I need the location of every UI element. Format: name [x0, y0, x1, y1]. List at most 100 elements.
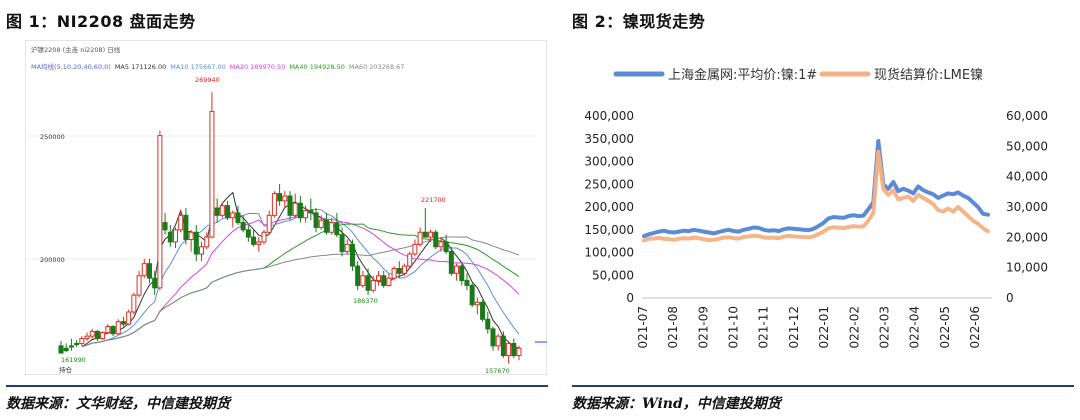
candle-body: [495, 335, 501, 347]
fig1-title: 图 1：NI2208 盘面走势: [6, 12, 196, 31]
annotation-low1: 161990: [61, 356, 86, 364]
y-right-tick: 10,000: [1006, 261, 1048, 275]
y-right-tick: 60,000: [1006, 109, 1048, 123]
legend-label-0: 上海金属网:平均价:镍:1#: [668, 67, 817, 83]
candle-body: [256, 241, 262, 245]
candle-body: [136, 275, 142, 296]
candle-body: [74, 342, 80, 346]
ma-label-3: MA20 189970.50: [230, 63, 286, 71]
chart-series: [642, 139, 990, 243]
y-right-tick: 50,000: [1006, 139, 1048, 153]
fig1-source: 数据来源：文华财经，中信建投期货: [6, 396, 230, 412]
candle-body: [433, 231, 439, 248]
candle-body: [167, 231, 173, 243]
candle-body: [152, 277, 158, 289]
candle-body: [292, 202, 298, 216]
candle-body: [480, 301, 486, 320]
y-left-tick: 150,000: [584, 223, 634, 237]
candle-body: [287, 195, 293, 216]
candle-body: [131, 294, 137, 313]
candle-body: [173, 229, 178, 243]
y-right-tick: 40,000: [1006, 170, 1048, 184]
x-tick: 2022-06: [968, 306, 982, 348]
candle-body: [188, 231, 194, 240]
candle-body: [339, 234, 345, 253]
x-tick: 2021-09: [696, 306, 710, 348]
y-left-tick: 50,000: [592, 268, 634, 282]
candle-body: [355, 265, 361, 286]
kchart-ma-labels: MA均线(5,10,20,40,60,0) MA5 171126.00 MA10 1…: [31, 62, 404, 71]
candle-body: [313, 212, 319, 228]
annotation-high: 269940: [195, 76, 220, 84]
candlestick-plot-area: [25, 40, 547, 375]
candle-body: [474, 301, 480, 306]
candle-body: [303, 210, 309, 219]
candle-body: [412, 243, 418, 255]
candle-body: [235, 212, 241, 224]
x-tick: 2022-02: [847, 306, 861, 348]
candle-body: [417, 231, 423, 245]
candle-body: [349, 243, 355, 267]
chart-legend: 上海金属网:平均价:镍:1# 现货结算价:LME镍: [613, 67, 983, 83]
annotation-low3: 157670: [485, 367, 510, 375]
candle-body: [402, 265, 407, 274]
y-left-tick: 100,000: [584, 246, 634, 260]
candle-body: [199, 246, 205, 255]
candle-body: [308, 210, 314, 214]
y-left-tick: 200,000: [584, 200, 634, 214]
candle-body: [209, 110, 215, 238]
candle-body: [126, 311, 132, 325]
candle-body: [438, 241, 444, 248]
x-tick: 2022-01: [817, 306, 831, 348]
candle-body: [448, 251, 454, 274]
candle-body: [110, 326, 116, 335]
candle-body: [428, 231, 434, 238]
candle-body: [105, 326, 111, 334]
candle-body: [365, 275, 371, 291]
y-right-tick: 20,000: [1006, 230, 1048, 244]
candle-body: [511, 342, 517, 356]
candle-body: [146, 263, 152, 279]
candle-body: [225, 205, 231, 219]
ma-label-5: MA60 203268.67: [349, 63, 405, 71]
candle-body: [230, 212, 236, 219]
candle-body: [329, 222, 335, 233]
x-tick: 2021-07: [636, 306, 650, 348]
y-left-tick: 350,000: [584, 132, 634, 146]
candle-body: [422, 231, 428, 238]
kchart-header: 沪镍2208 (主连 ni2208) 日线: [31, 45, 121, 54]
x-tick: 2022-05: [938, 306, 952, 348]
x-tick: 2021-10: [727, 306, 741, 348]
candle-body: [63, 347, 69, 352]
candle-body: [396, 268, 402, 274]
candle-body: [344, 243, 350, 253]
y-right-tick: 0: [1006, 291, 1014, 305]
x-tick: 2022-04: [908, 306, 922, 348]
ma-label-4: MA40 194928.50: [289, 63, 345, 71]
x-tick: 2021-08: [666, 306, 680, 348]
y-left-tick: 300,000: [584, 155, 634, 169]
candle-body: [100, 332, 106, 340]
candle-body: [141, 263, 147, 277]
nickel-spot-line-chart: 上海金属网:平均价:镍:1# 现货结算价:LME镍 0 50,000 100,000 1…: [584, 67, 1048, 348]
candle-body: [391, 268, 397, 279]
fig2-rule: [572, 385, 1074, 387]
candle-body: [251, 236, 257, 245]
y-left-tick: 400,000: [584, 109, 634, 123]
candle-body: [407, 253, 413, 267]
series-line-1: [642, 149, 990, 243]
candle-body: [506, 342, 512, 356]
candle-body: [454, 265, 460, 274]
candle-body: [271, 193, 277, 216]
x-tick: 2021-12: [787, 306, 801, 348]
annotation-low2: 186370: [353, 297, 378, 305]
candle-body: [516, 347, 522, 356]
candle-body: [219, 205, 225, 216]
candle-body: [459, 265, 465, 282]
ma-label-1: MA5 171126.00: [115, 63, 166, 71]
candles-group: [58, 92, 522, 364]
ma-label-0: MA均线(5,10,20,40,60,0): [31, 62, 111, 71]
legend-label-1: 现货结算价:LME镍: [874, 67, 983, 83]
ma-label-2: MA10 175667.00: [170, 63, 226, 71]
price-tick-250000: 250000: [40, 133, 65, 141]
